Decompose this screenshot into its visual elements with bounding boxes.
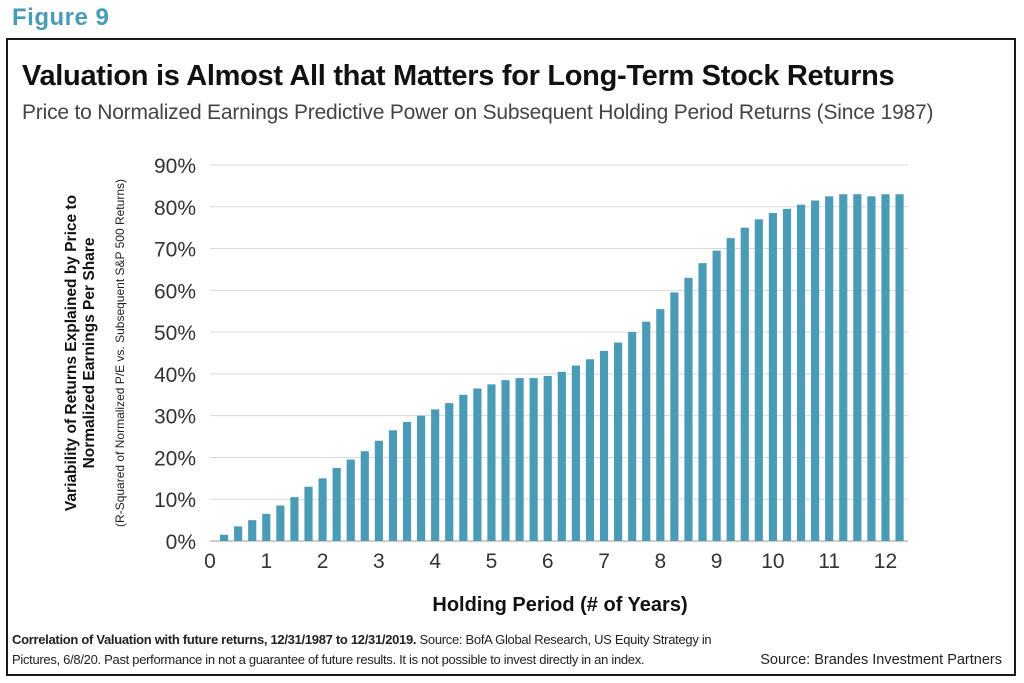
x-axis-label: Holding Period (# of Years) [432, 594, 687, 616]
x-tick-label: 11 [818, 550, 840, 573]
figure-label: Figure 9 [12, 4, 110, 31]
footnote-text: Source: BofA Global Research, US Equity … [12, 632, 712, 667]
bar [740, 227, 749, 542]
y-axis-label: Variability of Returns Explained by Pric… [63, 195, 98, 511]
bar [529, 378, 538, 541]
bar [234, 526, 243, 541]
bar [867, 196, 876, 541]
bar [895, 194, 904, 542]
bar [515, 378, 524, 541]
bar [557, 371, 566, 541]
y-axis-label-note: (R-Squared of Normalized P/E vs. Subsequ… [113, 179, 127, 527]
y-tick-label: 20% [154, 447, 196, 470]
bar [684, 277, 693, 541]
y-tick-label: 80% [154, 197, 196, 220]
bar [628, 332, 637, 541]
bar [614, 342, 623, 541]
x-tick-label: 6 [542, 550, 554, 573]
bar [712, 250, 721, 541]
bar [543, 375, 552, 541]
bar [839, 194, 848, 542]
bar [473, 388, 482, 541]
y-axis-label-line: Variability of Returns Explained by Pric… [63, 195, 80, 511]
bar [599, 350, 609, 541]
bar [290, 497, 299, 541]
bar [571, 365, 580, 541]
bar [445, 403, 454, 541]
bar [642, 321, 651, 541]
bar [853, 194, 862, 542]
figure-frame [6, 38, 1016, 676]
x-tick-label: 12 [874, 550, 897, 573]
bar [881, 194, 890, 542]
x-tick-label: 4 [429, 550, 441, 573]
bar [318, 478, 327, 541]
source-credit: Source: Brandes Investment Partners [760, 652, 1002, 668]
footnote-bold: Correlation of Valuation with future ret… [12, 632, 417, 647]
x-axis-ticks: 0 1 2 3 4 5 6 7 8 9 10 11 12 [204, 550, 897, 573]
bar [374, 440, 383, 541]
bar [670, 292, 679, 541]
bar [459, 394, 468, 541]
bar [276, 505, 285, 541]
bar [811, 200, 820, 541]
x-tick-label: 8 [654, 550, 666, 573]
bar [796, 204, 806, 541]
y-tick-label: 50% [154, 322, 196, 345]
bar [360, 451, 369, 541]
bar [698, 263, 707, 541]
bar [656, 309, 665, 541]
y-tick-label: 60% [154, 280, 196, 303]
bar [768, 213, 777, 542]
x-tick-label: 7 [598, 550, 610, 573]
y-axis-label-line: Normalized Earnings Per Share [81, 237, 98, 468]
bar [346, 459, 355, 541]
x-tick-label: 3 [373, 550, 385, 573]
bar [431, 409, 440, 541]
bar [487, 384, 496, 541]
bar [402, 421, 412, 541]
bar [262, 513, 271, 541]
bar [219, 534, 229, 541]
x-tick-label: 1 [260, 550, 272, 573]
chart-title: Valuation is Almost All that Matters for… [22, 60, 895, 92]
y-tick-label: 10% [154, 489, 196, 512]
y-tick-label: 30% [154, 406, 196, 429]
bar [248, 520, 257, 541]
y-tick-label: 40% [154, 364, 196, 387]
x-tick-label: 10 [761, 550, 784, 573]
bar [825, 196, 834, 541]
bar [388, 430, 398, 541]
x-tick-label: 9 [711, 550, 723, 573]
x-tick-label: 0 [204, 550, 216, 573]
bar [754, 219, 763, 541]
bar [304, 486, 313, 541]
x-tick-label: 5 [486, 550, 498, 573]
bar [782, 208, 792, 541]
bar [585, 359, 595, 541]
bar [332, 467, 341, 541]
bar [501, 380, 510, 541]
bars [219, 194, 904, 542]
footnote: Correlation of Valuation with future ret… [12, 630, 752, 670]
bar [726, 238, 735, 542]
y-tick-label: 0% [166, 531, 196, 554]
x-tick-label: 2 [317, 550, 329, 573]
bar [417, 415, 426, 541]
chart-subtitle: Price to Normalized Earnings Predictive … [22, 101, 934, 124]
y-axis-ticks: 0% 10% 20% 30% 40% 50% 60% 70% 80% 90% [154, 155, 196, 554]
y-tick-label: 90% [154, 155, 196, 178]
y-tick-label: 70% [154, 239, 196, 262]
